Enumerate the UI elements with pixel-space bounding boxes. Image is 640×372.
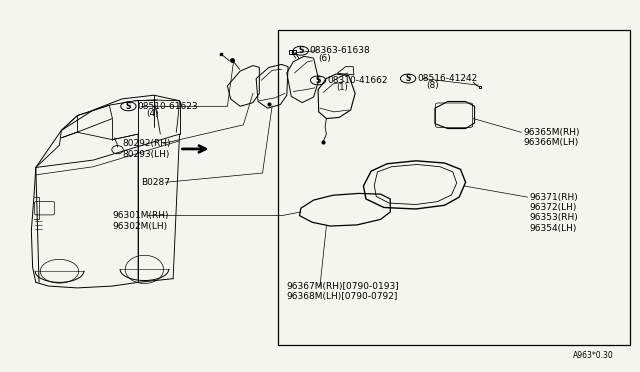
- Text: (4): (4): [147, 109, 159, 118]
- Text: 96371(RH): 96371(RH): [529, 193, 578, 202]
- Text: 96365M(RH): 96365M(RH): [523, 128, 580, 137]
- Text: 80293(LH): 80293(LH): [122, 150, 170, 159]
- Text: 96301M(RH): 96301M(RH): [113, 211, 169, 220]
- Bar: [278, 31, 630, 345]
- Text: 96367M(RH)[0790-0193]: 96367M(RH)[0790-0193]: [286, 282, 399, 291]
- Text: B0287: B0287: [141, 178, 170, 187]
- Text: 08510-61623: 08510-61623: [138, 102, 198, 111]
- Text: 96302M(LH): 96302M(LH): [113, 221, 168, 231]
- Text: 08516-41242: 08516-41242: [417, 74, 477, 83]
- Text: 96366M(LH): 96366M(LH): [523, 138, 579, 147]
- Text: (8): (8): [426, 81, 439, 90]
- Text: A963*0.30: A963*0.30: [573, 351, 614, 360]
- Text: S: S: [316, 76, 321, 85]
- Text: 80292(RH): 80292(RH): [122, 139, 170, 148]
- Text: (6): (6): [319, 54, 332, 62]
- Text: S: S: [298, 46, 303, 55]
- Text: (1): (1): [336, 83, 348, 92]
- Text: 96372(LH): 96372(LH): [529, 203, 577, 212]
- Text: 96353(RH): 96353(RH): [529, 214, 578, 222]
- Text: 08363-61638: 08363-61638: [310, 46, 371, 55]
- Text: S: S: [125, 102, 131, 111]
- Text: S: S: [406, 74, 411, 83]
- Text: 96354(LH): 96354(LH): [529, 224, 577, 233]
- Text: 08310-41662: 08310-41662: [327, 76, 388, 85]
- Text: 96368M(LH)[0790-0792]: 96368M(LH)[0790-0792]: [286, 292, 397, 301]
